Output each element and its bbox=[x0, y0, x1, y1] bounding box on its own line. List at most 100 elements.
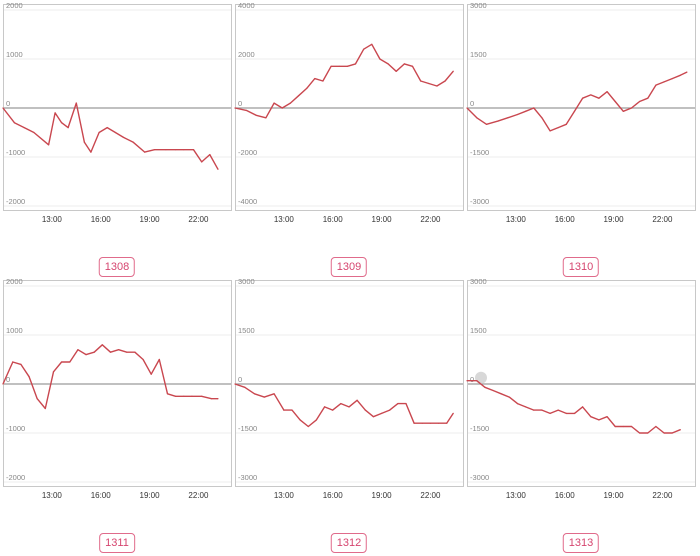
hover-marker bbox=[475, 371, 487, 384]
data-point bbox=[549, 412, 551, 414]
data-point bbox=[192, 149, 195, 151]
data-point bbox=[389, 409, 391, 411]
data-point bbox=[299, 419, 301, 421]
chart-panel-1312: 3000 1500 0 -1500 -3000 13:00 16:00 19:00 22:00 1… bbox=[234, 277, 467, 556]
y-tick-label: 2000 bbox=[6, 277, 23, 286]
data-point bbox=[541, 409, 543, 411]
x-tick-label: 19:00 bbox=[372, 215, 393, 224]
data-point bbox=[33, 131, 35, 134]
data-point bbox=[175, 395, 177, 397]
data-point bbox=[23, 127, 25, 129]
data-point bbox=[323, 406, 326, 408]
x-tick-label: 19:00 bbox=[604, 491, 625, 500]
chart-svg: 2000 1000 0 -1000 -2000 13:00 16:00 19:00 22:00 bbox=[2, 277, 232, 500]
y-tick-label: 3000 bbox=[470, 1, 487, 10]
data-point bbox=[83, 141, 86, 143]
data-point bbox=[428, 82, 430, 85]
data-point bbox=[590, 416, 592, 418]
data-point bbox=[183, 395, 185, 397]
data-point bbox=[281, 107, 283, 109]
x-tick-label: 13:00 bbox=[506, 215, 527, 224]
data-point bbox=[2, 107, 4, 109]
data-point bbox=[622, 110, 624, 112]
chart-label-badge: 1309 bbox=[330, 257, 368, 277]
data-point bbox=[541, 117, 543, 119]
data-point bbox=[253, 393, 256, 395]
data-point bbox=[444, 80, 446, 82]
data-point bbox=[36, 398, 38, 400]
data-point bbox=[598, 97, 600, 99]
y-tick-label: -2000 bbox=[6, 197, 25, 206]
data-point bbox=[565, 412, 567, 414]
x-tick-label: 16:00 bbox=[91, 215, 112, 224]
data-point bbox=[297, 95, 300, 97]
data-point bbox=[93, 351, 95, 353]
chart-panel-1310: 3000 1500 0 -1500 -3000 13:00 16:00 19:00 22:00 1… bbox=[466, 1, 699, 280]
x-tick-label: 22:00 bbox=[188, 215, 209, 224]
y-tick-label: 0 bbox=[238, 375, 242, 384]
data-point bbox=[647, 97, 649, 99]
x-tick-label: 22:00 bbox=[652, 491, 673, 500]
data-point bbox=[380, 412, 383, 414]
data-point bbox=[348, 406, 350, 408]
data-point bbox=[590, 94, 592, 96]
data-point bbox=[549, 130, 551, 132]
x-tick-label: 16:00 bbox=[91, 491, 112, 500]
data-point bbox=[234, 107, 236, 109]
y-tick-label: -2000 bbox=[238, 148, 257, 157]
y-tick-label: 0 bbox=[238, 99, 242, 108]
data-point bbox=[114, 131, 116, 134]
data-point bbox=[2, 383, 4, 385]
data-point bbox=[452, 412, 454, 414]
chart-svg: 3000 1500 0 -1500 -3000 13:00 16:00 19:00 22:00 bbox=[234, 277, 464, 500]
data-point bbox=[54, 112, 56, 114]
x-tick-label: 19:00 bbox=[372, 491, 393, 500]
y-tick-label: -2000 bbox=[6, 473, 25, 482]
data-point bbox=[245, 109, 247, 112]
data-point bbox=[525, 406, 527, 408]
data-point bbox=[606, 91, 608, 93]
data-point bbox=[106, 127, 108, 129]
data-point bbox=[484, 386, 486, 388]
y-tick-label: 3000 bbox=[238, 277, 255, 286]
x-tick-label: 22:00 bbox=[188, 491, 209, 500]
x-tick-label: 13:00 bbox=[42, 215, 63, 224]
data-point bbox=[244, 386, 246, 388]
data-point bbox=[201, 161, 203, 163]
data-point bbox=[598, 419, 600, 421]
data-point bbox=[118, 349, 120, 351]
data-point bbox=[403, 63, 405, 65]
data-point bbox=[340, 403, 342, 405]
x-tick-label: 22:00 bbox=[420, 215, 441, 224]
data-point bbox=[533, 107, 535, 109]
y-tick-label: 1500 bbox=[238, 326, 255, 335]
y-tick-label: 0 bbox=[6, 99, 10, 108]
data-point bbox=[109, 351, 112, 353]
data-point bbox=[655, 84, 657, 86]
data-point bbox=[263, 396, 265, 398]
data-point bbox=[582, 406, 584, 408]
data-point bbox=[217, 398, 219, 400]
data-point bbox=[307, 425, 309, 428]
data-point bbox=[686, 71, 688, 73]
y-tick-label: 4000 bbox=[238, 1, 255, 10]
data-point bbox=[679, 429, 681, 431]
x-tick-label: 16:00 bbox=[323, 491, 344, 500]
data-point bbox=[166, 393, 169, 395]
y-tick-label: -3000 bbox=[470, 473, 489, 482]
data-point bbox=[273, 102, 275, 104]
y-tick-label: 1000 bbox=[6, 326, 23, 335]
y-tick-label: 1000 bbox=[6, 50, 23, 59]
x-tick-label: 13:00 bbox=[506, 491, 527, 500]
data-point bbox=[75, 102, 77, 104]
data-point bbox=[346, 65, 348, 67]
data-point bbox=[283, 409, 285, 411]
data-point bbox=[421, 422, 423, 424]
x-tick-label: 19:00 bbox=[604, 215, 625, 224]
y-tick-label: 1500 bbox=[470, 326, 487, 335]
y-tick-label: -3000 bbox=[470, 197, 489, 206]
data-point bbox=[413, 422, 415, 424]
data-point bbox=[98, 131, 100, 134]
data-point bbox=[85, 354, 87, 356]
chart-svg: 3000 1500 0 -1500 -3000 13:00 16:00 19:00 22:00 bbox=[466, 277, 696, 500]
